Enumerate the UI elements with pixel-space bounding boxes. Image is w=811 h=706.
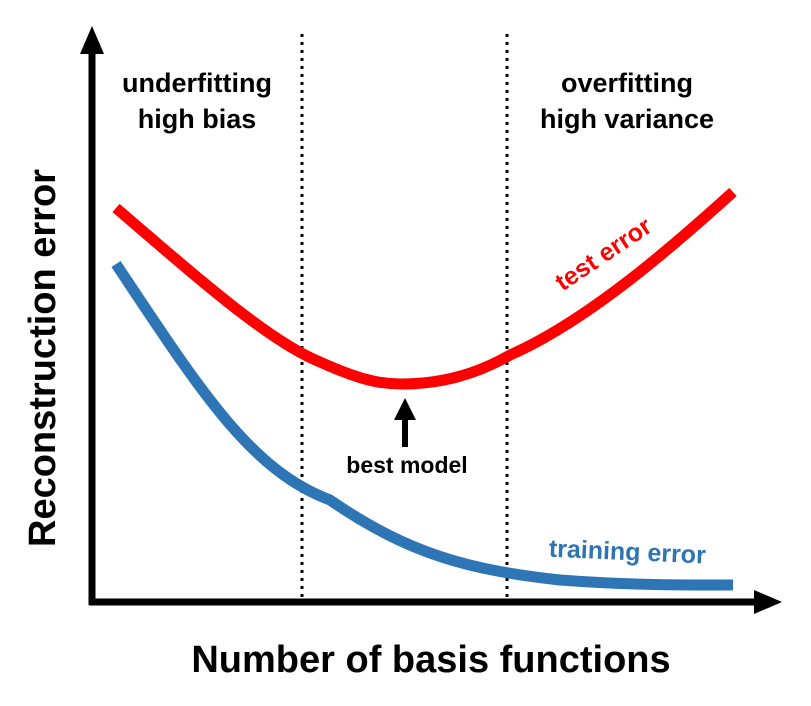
overfitting-label: overfitting [561,68,693,98]
training-error-label: training error [548,535,706,570]
best-model-arrowhead [394,398,416,420]
y-axis-title: Reconstruction error [22,169,64,547]
x-axis-arrowhead [754,590,782,614]
test-error-label: test error [550,212,657,297]
training-error-curve [111,260,734,591]
test-error-curve [112,187,737,390]
best-model-label: best model [346,452,467,478]
high-bias-label: high bias [138,104,257,134]
high-variance-label: high variance [540,104,714,134]
y-axis-arrowhead [80,26,104,54]
underfitting-label: underfitting [122,68,272,98]
x-axis-title: Number of basis functions [191,639,670,681]
